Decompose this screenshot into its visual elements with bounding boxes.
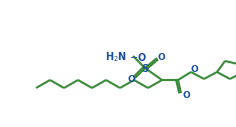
- Text: O: O: [190, 66, 198, 75]
- Text: O: O: [182, 91, 190, 99]
- Text: S: S: [141, 64, 149, 74]
- Text: O: O: [157, 53, 165, 62]
- Text: O: O: [127, 75, 135, 84]
- Text: H$_2$N: H$_2$N: [105, 50, 127, 64]
- Text: $-$O: $-$O: [129, 51, 147, 63]
